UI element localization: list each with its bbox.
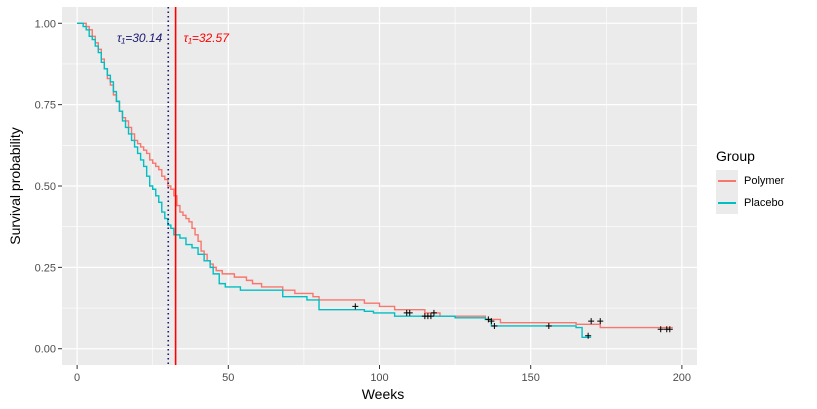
x-axis-title: Weeks <box>362 386 405 402</box>
censor-mark-polymer <box>427 313 434 320</box>
x-tick-label: 100 <box>370 372 388 384</box>
reference-label: τ₁=30.14 <box>117 31 163 45</box>
censor-mark-placebo <box>403 309 410 316</box>
y-tick-label: 0.00 <box>35 344 56 356</box>
y-tick-label: 0.50 <box>35 181 56 193</box>
legend-label-placebo: Placebo <box>744 197 784 209</box>
censor-mark-polymer <box>657 326 664 333</box>
legend-item-polymer: Polymer <box>716 170 816 192</box>
censor-mark-placebo <box>491 322 498 329</box>
legend-item-placebo: Placebo <box>716 192 816 214</box>
legend: Group Polymer Placebo <box>716 148 816 214</box>
y-axis-title: Survival probability <box>7 127 23 245</box>
censor-mark-polymer <box>588 318 595 325</box>
x-tick-label: 200 <box>673 372 691 384</box>
legend-key-placebo <box>716 192 738 214</box>
x-tick-label: 0 <box>74 372 80 384</box>
censor-mark-polymer <box>597 318 604 325</box>
censor-mark-polymer <box>666 326 673 333</box>
censor-mark-polymer <box>430 309 437 316</box>
reference-label: τ₁=32.57 <box>184 31 231 45</box>
y-tick-label: 1.00 <box>35 18 56 30</box>
legend-key-polymer <box>716 170 738 192</box>
legend-title: Group <box>716 148 755 164</box>
censor-mark-placebo <box>585 332 592 339</box>
y-tick-label: 0.25 <box>35 262 56 274</box>
censor-mark-placebo <box>421 313 428 320</box>
curve-placebo <box>77 22 592 339</box>
censor-mark-polymer <box>485 316 492 323</box>
censor-mark-placebo <box>488 318 495 325</box>
censor-mark-placebo <box>545 322 552 329</box>
legend-label-polymer: Polymer <box>744 175 785 187</box>
y-tick-label: 0.75 <box>35 100 56 112</box>
censor-mark-polymer <box>352 303 359 310</box>
x-tick-label: 50 <box>222 372 234 384</box>
x-tick-label: 150 <box>522 372 540 384</box>
